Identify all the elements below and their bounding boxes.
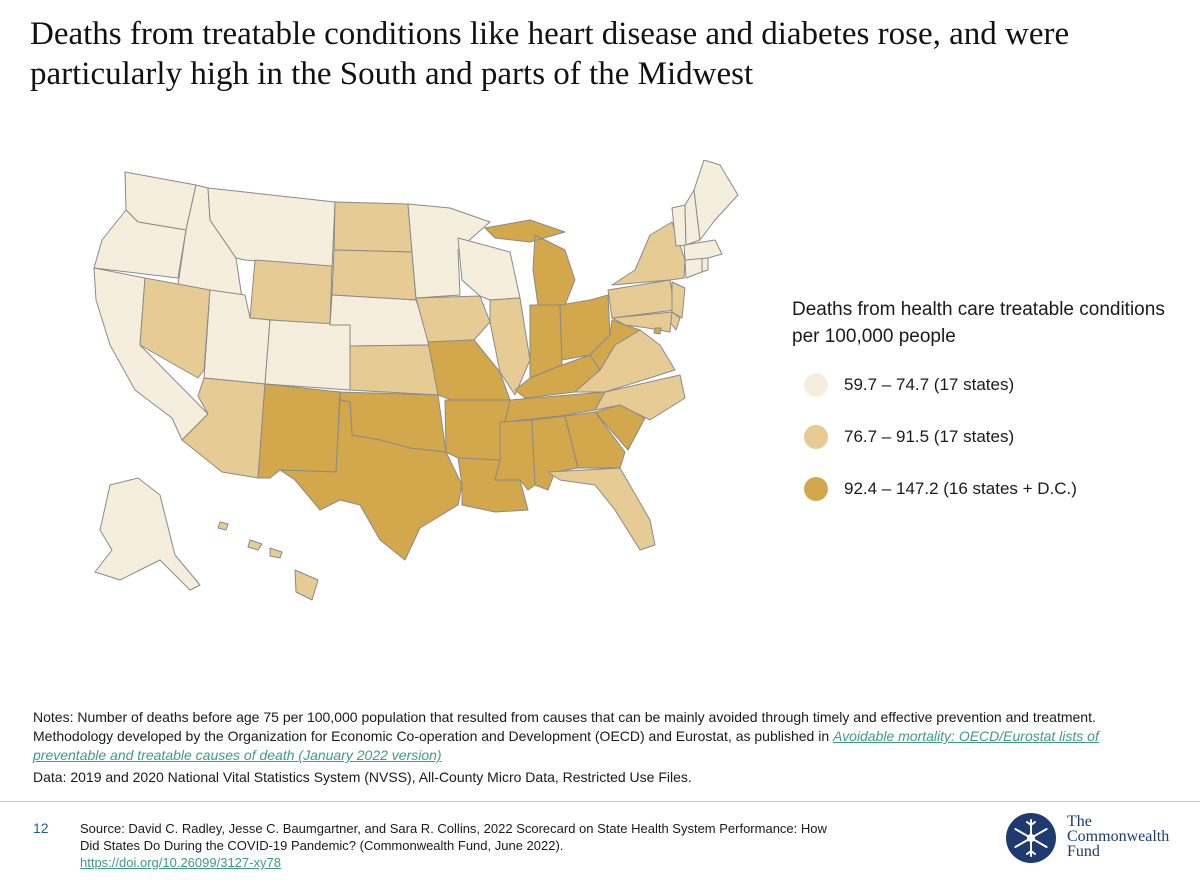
state-DC — [653, 327, 662, 335]
notes-body: Notes: Number of deaths before age 75 pe… — [33, 709, 1096, 744]
us-choropleth-map — [0, 160, 740, 610]
map-legend: Deaths from health care treatable condit… — [792, 296, 1172, 528]
legend-item-low: 59.7 – 74.7 (17 states) — [792, 372, 1172, 398]
snowflake-icon — [1006, 813, 1056, 863]
state-RI — [701, 257, 709, 273]
notes-link[interactable]: Avoidable mortality: OECD/Eurostat lists… — [33, 728, 1099, 763]
state-GA — [564, 411, 626, 469]
legend-title: Deaths from health care treatable condit… — [792, 299, 1165, 347]
source-text: Source: David C. Radley, Jesse C. Baumga… — [80, 821, 827, 853]
state-TN — [504, 391, 606, 423]
logo-line-1: The — [1067, 813, 1092, 830]
footer-divider — [0, 801, 1200, 802]
state-IA — [415, 295, 491, 343]
notes-block: Notes: Number of deaths before age 75 pe… — [33, 708, 1153, 787]
logo-wordmark: The Commonwealth Fund — [1067, 813, 1170, 860]
map-svg — [93, 160, 739, 601]
state-CT — [684, 257, 703, 279]
state-WY — [249, 259, 333, 326]
logo-line-2: Commonwealth — [1067, 828, 1170, 845]
state-SD — [331, 249, 417, 301]
state-FL — [547, 467, 656, 551]
doi-link[interactable]: https://doi.org/10.26099/3127-xy78 — [80, 855, 281, 870]
state-WV — [589, 319, 641, 371]
legend-swatch-mid — [804, 425, 828, 449]
state-HI — [217, 521, 319, 601]
state-MS — [494, 419, 536, 491]
data-source-line: Data: 2019 and 2020 National Vital Stati… — [33, 769, 692, 785]
legend-label-low: 59.7 – 74.7 (17 states) — [844, 375, 1015, 394]
state-ND — [333, 201, 413, 253]
state-KS — [349, 344, 439, 396]
page-number: 12 — [33, 820, 49, 836]
page-title: Deaths from treatable conditions like he… — [30, 16, 1070, 92]
state-NV — [139, 277, 211, 379]
state-NM — [257, 383, 341, 479]
state-AK — [94, 477, 201, 591]
legend-label-high: 92.4 – 147.2 (16 states + D.C.) — [844, 479, 1077, 498]
state-NJ — [671, 281, 686, 319]
legend-item-high: 92.4 – 147.2 (16 states + D.C.) — [792, 476, 1172, 502]
logo-line-3: Fund — [1067, 843, 1100, 860]
legend-item-mid: 76.7 – 91.5 (17 states) — [792, 424, 1172, 450]
state-AZ — [181, 377, 266, 479]
source-citation: Source: David C. Radley, Jesse C. Baumga… — [80, 820, 840, 871]
legend-swatch-high — [804, 477, 828, 501]
state-ME — [693, 160, 739, 241]
state-CO — [264, 319, 353, 391]
state-WI — [457, 237, 521, 301]
state-TX — [279, 399, 463, 561]
legend-swatch-low — [804, 373, 828, 397]
commonwealth-fund-logo: The Commonwealth Fund — [1005, 812, 1195, 872]
state-MN — [407, 203, 491, 299]
state-MA — [683, 239, 723, 261]
state-IL — [489, 297, 531, 396]
legend-label-mid: 76.7 – 91.5 (17 states) — [844, 427, 1015, 446]
notes-text: Notes: Number of deaths before age 75 pe… — [33, 708, 1153, 765]
